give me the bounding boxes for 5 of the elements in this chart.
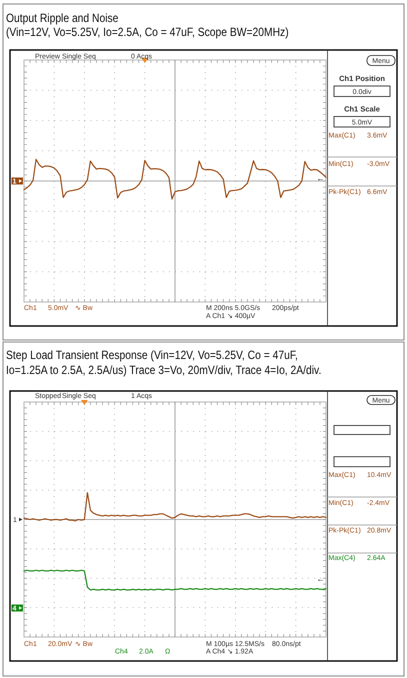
chart-title: Output Ripple and Noise [6,12,118,26]
annotation: ← [316,574,324,584]
annotation: ← [316,174,324,183]
chart-subtitle: (Vin=12V, Vo=5.25V, Io=2.5A, Co = 47uF, Scope BW=20MHz) [6,26,289,40]
chart-title: Step Load Transient Response (Vin=12V, Vo=5.25V, Co = 47uF, Io=1.25A to 2.5A, 2.5A/us) Trace 3=Vo, 20mV/div, Trace 4=Io, 2A/div. [6,349,322,378]
